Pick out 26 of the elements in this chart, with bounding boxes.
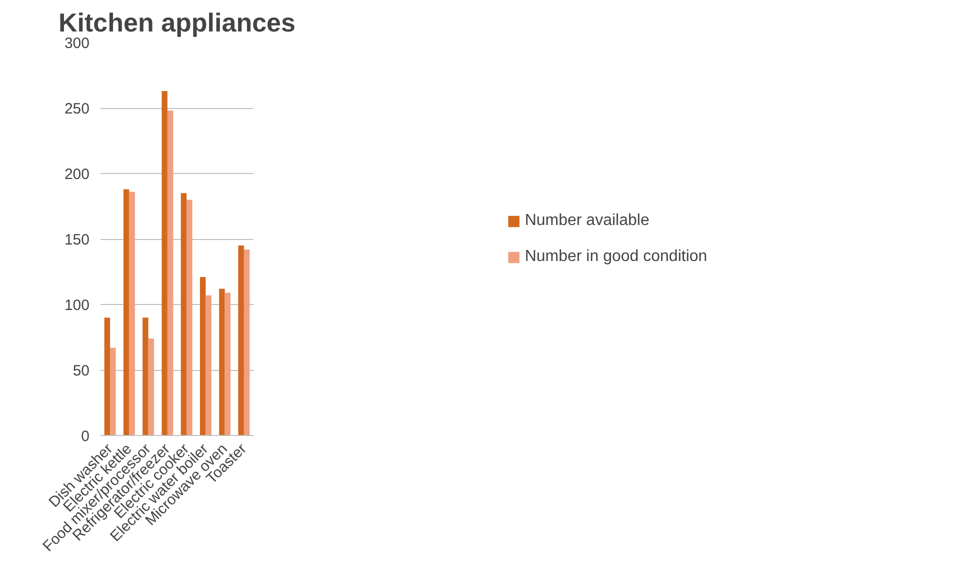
y-tick-label: 250: [64, 100, 90, 118]
bar: [167, 110, 174, 436]
bar: [148, 338, 154, 436]
chart-title: Kitchen appliances: [58, 8, 296, 38]
bar: [180, 193, 187, 436]
bar: [110, 348, 116, 436]
y-tick-label: 150: [64, 232, 90, 248]
bar: [123, 189, 130, 436]
bar: [186, 200, 192, 436]
legend-label: Number available: [524, 212, 650, 230]
bar: [142, 318, 148, 436]
bar: [200, 276, 206, 436]
bar: [244, 249, 250, 436]
y-tick-label: 300: [64, 35, 90, 52]
legend-label: Number in good condition: [524, 248, 708, 266]
bar: [224, 292, 231, 436]
y-tick-label: 100: [64, 297, 90, 314]
y-tick-label: 0: [81, 428, 90, 445]
y-tick-label: 200: [64, 166, 90, 183]
bar: [206, 295, 212, 436]
bar: [104, 318, 110, 436]
bar: [129, 192, 135, 436]
bar: [219, 288, 225, 436]
bar: [238, 246, 244, 436]
bar: [162, 90, 168, 436]
y-tick-label: 50: [72, 362, 90, 380]
